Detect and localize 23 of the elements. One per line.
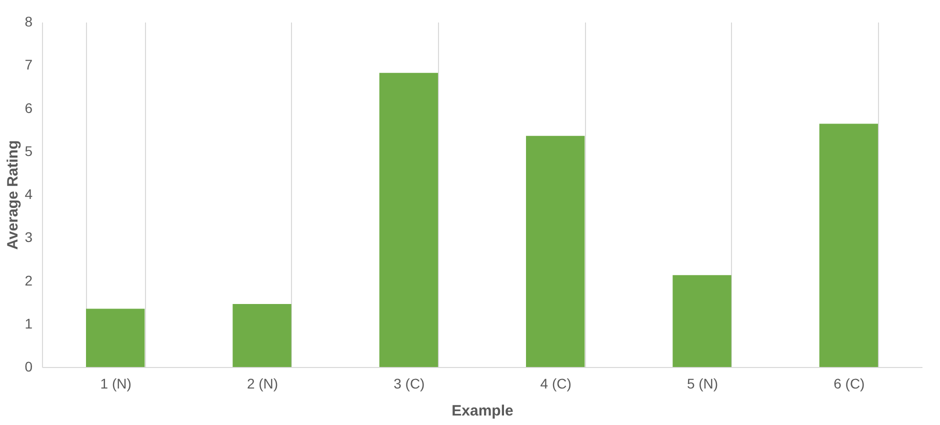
x-tick-label: 3 (C) <box>394 376 425 392</box>
bar <box>379 72 438 367</box>
bar <box>86 308 145 367</box>
x-tick-label: 1 (N) <box>100 376 132 392</box>
y-tick-label: 5 <box>24 142 33 159</box>
bar <box>672 275 732 367</box>
y-tick-label: 6 <box>24 100 33 116</box>
y-axis-title: Average Rating <box>4 140 22 250</box>
y-tick-label: 7 <box>24 56 33 73</box>
x-tick-label: 5 (N) <box>686 376 718 392</box>
y-tick-label: 0 <box>24 358 33 374</box>
y-tick-label: 2 <box>24 272 33 288</box>
y-tick-label: 1 <box>24 315 33 332</box>
y-tick-label: 3 <box>24 229 33 246</box>
y-tick-label: 8 <box>24 14 33 30</box>
x-tick-label: 2 (N) <box>246 376 278 392</box>
bar <box>232 304 292 367</box>
x-tick-label: 4 (C) <box>540 376 572 392</box>
bar <box>819 124 878 367</box>
x-axis-title: Example <box>452 402 514 420</box>
y-tick-label: 4 <box>24 186 33 202</box>
x-tick-label: 6 (C) <box>834 376 865 392</box>
bar <box>526 136 585 367</box>
